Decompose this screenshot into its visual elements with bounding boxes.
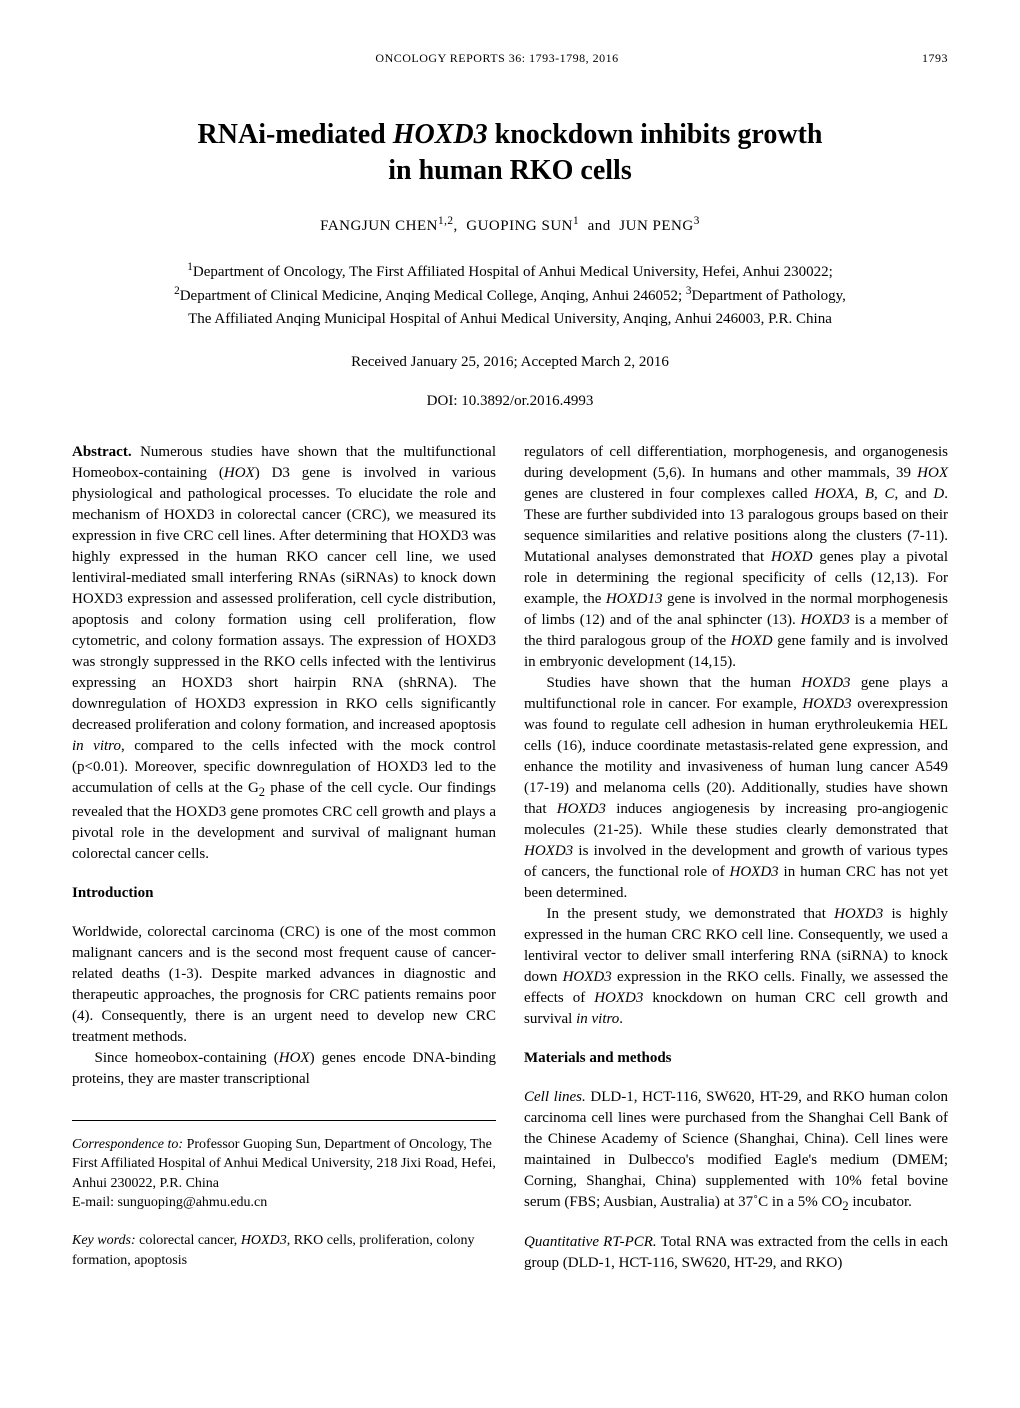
article-title: RNAi-mediated HOXD3 knockdown inhibits g…: [72, 117, 948, 190]
abstract: Abstract. Numerous studies have shown th…: [72, 442, 496, 865]
cell-lines-text: DLD-1, HCT-116, SW620, HT-29, and RKO hu…: [524, 1089, 948, 1210]
body-columns: Abstract. Numerous studies have shown th…: [72, 442, 948, 1274]
col2-paragraph-3: In the present study, we demonstrated th…: [524, 904, 948, 1030]
correspondence-box: Correspondence to: Professor Guoping Sun…: [72, 1120, 496, 1271]
keywords-label: Key words:: [72, 1233, 136, 1248]
doi: DOI: 10.3892/or.2016.4993: [72, 391, 948, 412]
journal-header: ONCOLOGY REPORTS 36: 1793-1798, 2016 179…: [72, 50, 948, 67]
correspondence-label: Correspondence to:: [72, 1137, 183, 1152]
abstract-label: Abstract.: [72, 444, 132, 460]
received-date: Received January 25, 2016; Accepted Marc…: [72, 352, 948, 373]
authors: FANGJUN CHEN1,2, GUOPING SUN1 and JUN PE…: [72, 214, 948, 237]
journal-header-text: ONCOLOGY REPORTS 36: 1793-1798, 2016: [375, 51, 618, 65]
col2-paragraph-2: Studies have shown that the human HOXD3 …: [524, 673, 948, 904]
methods-cell-lines: Cell lines. DLD-1, HCT-116, SW620, HT-29…: [524, 1087, 948, 1216]
introduction-heading: Introduction: [72, 883, 496, 904]
page-number: 1793: [922, 50, 948, 67]
title-line-1: RNAi-mediated HOXD3 knockdown inhibits g…: [198, 119, 823, 150]
methods-rtpcr: Quantitative RT-PCR. Total RNA was extra…: [524, 1232, 948, 1274]
rtpcr-label: Quantitative RT-PCR.: [524, 1234, 657, 1250]
abstract-text: Numerous studies have shown that the mul…: [72, 444, 496, 862]
correspondence: Correspondence to: Professor Guoping Sun…: [72, 1135, 496, 1194]
intro-paragraph-2: Since homeobox-containing (HOX) genes en…: [72, 1048, 496, 1090]
intro-paragraph-1: Worldwide, colorectal carcinoma (CRC) is…: [72, 922, 496, 1048]
col2-paragraph-1: regulators of cell differentiation, morp…: [524, 442, 948, 673]
affiliations: 1Department of Oncology, The First Affil…: [72, 259, 948, 331]
keywords: Key words: colorectal cancer, HOXD3, RKO…: [72, 1231, 496, 1270]
correspondence-email: E-mail: sunguoping@ahmu.edu.cn: [72, 1193, 496, 1213]
title-line-2: in human RKO cells: [388, 155, 631, 186]
cell-lines-label: Cell lines.: [524, 1089, 586, 1105]
methods-heading: Materials and methods: [524, 1048, 948, 1069]
